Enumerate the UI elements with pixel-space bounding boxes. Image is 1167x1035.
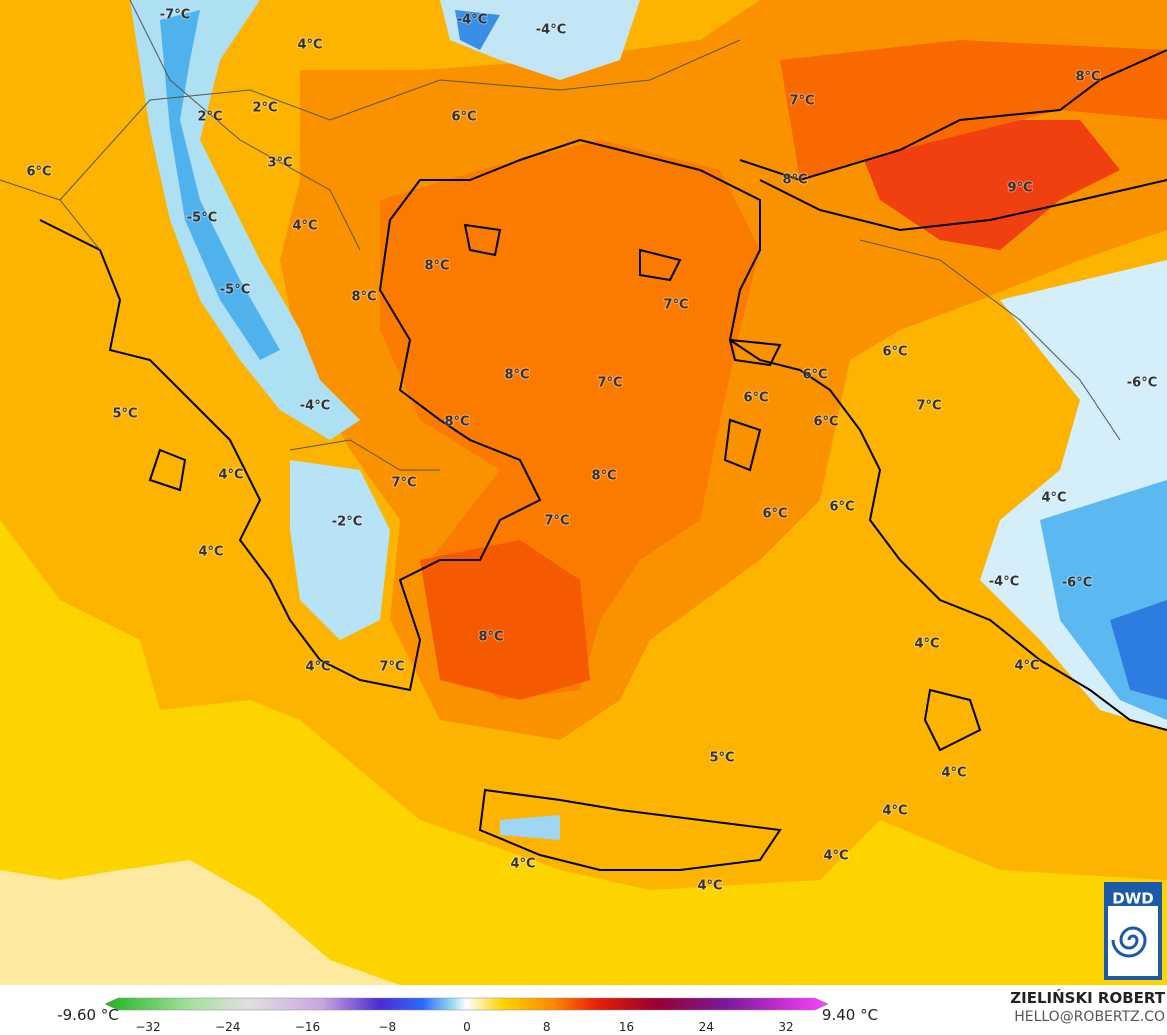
temperature-label: -5°C: [220, 283, 250, 298]
colorbar-max: 9.40 °C: [822, 1006, 878, 1024]
temperature-label: 8°C: [591, 469, 616, 484]
temperature-label: 6°C: [26, 165, 51, 180]
temperature-label: 4°C: [941, 766, 966, 781]
temperature-label: 4°C: [914, 637, 939, 652]
temperature-label: -6°C: [1062, 576, 1092, 591]
temperature-label: 7°C: [379, 660, 404, 675]
temperature-label: 6°C: [743, 391, 768, 406]
temperature-label: 5°C: [112, 407, 137, 422]
temperature-label: 3°C: [267, 156, 292, 171]
temperature-label: 7°C: [916, 399, 941, 414]
temperature-label: 6°C: [802, 368, 827, 383]
temperature-label: 7°C: [544, 514, 569, 529]
colorbar-tick-label: −8: [378, 1020, 396, 1034]
temperature-label: -7°C: [160, 8, 190, 23]
temperature-label: 8°C: [478, 630, 503, 645]
temperature-label: 4°C: [1014, 659, 1039, 674]
map: [0, 0, 1167, 985]
colorbar-tick-label: −24: [215, 1020, 240, 1034]
temperature-label: 4°C: [510, 857, 535, 872]
temperature-label: 4°C: [823, 849, 848, 864]
temperature-label: 4°C: [305, 660, 330, 675]
temperature-label: 4°C: [1041, 491, 1066, 506]
temperature-label: 9°C: [1007, 181, 1032, 196]
temperature-label: -2°C: [332, 515, 362, 530]
temperature-label: 2°C: [252, 101, 277, 116]
temperature-label: 4°C: [882, 804, 907, 819]
colorbar-tick-label: −32: [135, 1020, 160, 1034]
colorbar-tick-label: 16: [619, 1020, 634, 1034]
colorbar-tick-label: 24: [699, 1020, 714, 1034]
temperature-label: 7°C: [597, 376, 622, 391]
temperature-label: 6°C: [762, 507, 787, 522]
temperature-label: -4°C: [536, 23, 566, 38]
temperature-label: -6°C: [1127, 376, 1157, 391]
temperature-label: 7°C: [789, 94, 814, 109]
temperature-label: 6°C: [829, 500, 854, 515]
colorbar-tick-label: −16: [295, 1020, 320, 1034]
credit-contact: HELLO@ROBERTZ.CO: [1014, 1009, 1165, 1025]
temperature-label: 4°C: [292, 219, 317, 234]
temperature-label: 2°C: [197, 110, 222, 125]
temperature-label: -5°C: [187, 211, 217, 226]
colorbar-min: -9.60 °C: [57, 1006, 119, 1024]
temperature-label: -4°C: [457, 13, 487, 28]
temperature-label: 4°C: [198, 545, 223, 560]
temperature-label: 6°C: [451, 110, 476, 125]
temperature-label: 4°C: [697, 879, 722, 894]
credit-author: ZIELIŃSKI ROBERT: [1010, 988, 1165, 1007]
colorbar-tick-label: 32: [778, 1020, 793, 1034]
logo-text: DWD: [1112, 890, 1153, 908]
temperature-label: 6°C: [813, 415, 838, 430]
temperature-label: -4°C: [300, 399, 330, 414]
temperature-label: 7°C: [663, 298, 688, 313]
temperature-label: 8°C: [1075, 70, 1100, 85]
temperature-label: 8°C: [782, 173, 807, 188]
temperature-label: 4°C: [297, 38, 322, 53]
colorbar: -9.60 °C 9.40 °C −32 −24 −16 −8 0 8 16 24 32: [57, 997, 878, 1034]
logo: DWD: [1104, 882, 1162, 980]
colorbar-tick-label: 8: [543, 1020, 551, 1034]
temperature-label: 4°C: [218, 468, 243, 483]
temperature-label: 6°C: [882, 345, 907, 360]
temperature-label: 5°C: [709, 751, 734, 766]
colorbar-tick-label: 0: [463, 1020, 471, 1034]
temperature-label: 8°C: [424, 259, 449, 274]
temperature-label: 7°C: [391, 476, 416, 491]
temperature-label: 8°C: [444, 415, 469, 430]
temperature-label: 8°C: [504, 368, 529, 383]
temperature-label: -4°C: [989, 575, 1019, 590]
temperature-label: 8°C: [351, 290, 376, 305]
